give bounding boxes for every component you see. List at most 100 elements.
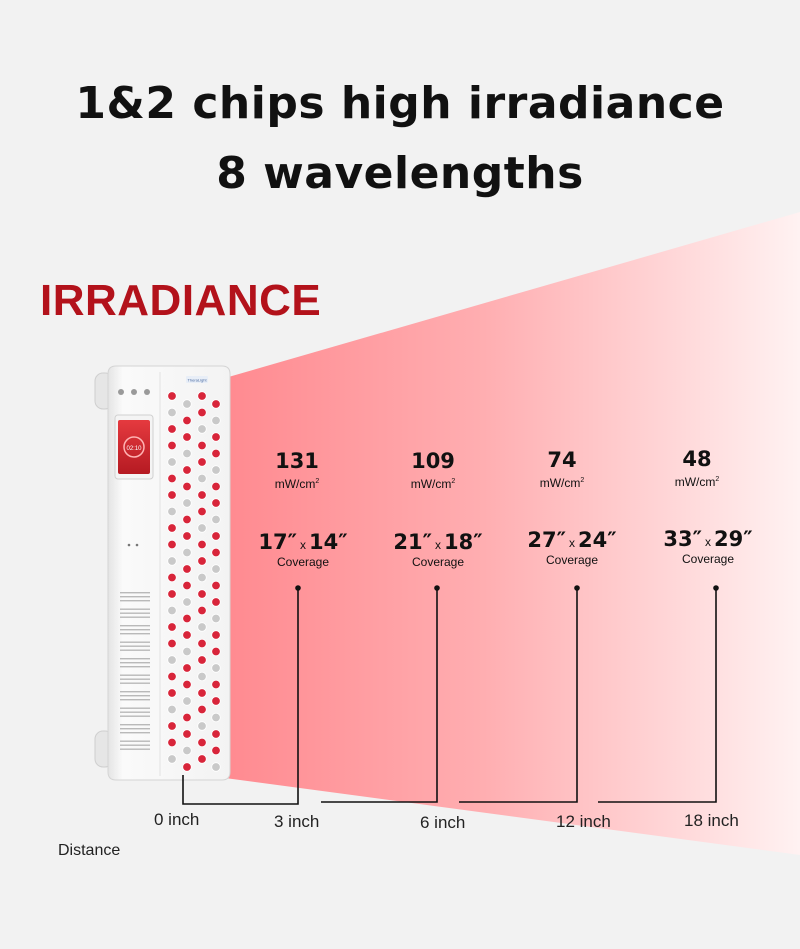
led-infrared bbox=[182, 745, 192, 756]
led-infrared bbox=[197, 671, 207, 682]
led-infrared bbox=[167, 754, 177, 764]
led-infrared bbox=[167, 457, 177, 467]
control-screen bbox=[118, 420, 150, 474]
coverage-label: Coverage bbox=[681, 552, 735, 566]
vent-slot bbox=[120, 711, 150, 713]
led-red bbox=[167, 589, 177, 599]
led-red bbox=[167, 737, 177, 748]
irradiance-value: 74 bbox=[547, 448, 577, 472]
led-red bbox=[211, 498, 221, 508]
coverage-dimensions: 21″ x 18″ bbox=[393, 530, 483, 554]
coverage-dimensions: 33″ x 29″ bbox=[663, 527, 753, 551]
vent-slot bbox=[120, 596, 150, 598]
vent-slot bbox=[120, 674, 150, 676]
led-red bbox=[211, 597, 221, 607]
vent-slot bbox=[120, 625, 150, 627]
vent-slot bbox=[120, 612, 150, 614]
led-red bbox=[211, 745, 221, 756]
distance-label-18: 18 inch bbox=[684, 811, 739, 830]
vent-slot bbox=[120, 732, 150, 734]
led-red bbox=[197, 457, 207, 467]
led-red bbox=[182, 729, 192, 739]
led-infrared bbox=[182, 696, 192, 706]
coverage-label: Coverage bbox=[411, 555, 465, 569]
led-red bbox=[182, 465, 192, 475]
led-red bbox=[197, 605, 207, 616]
vent-slot bbox=[120, 633, 150, 635]
led-infrared bbox=[182, 547, 192, 558]
distance-label-6: 6 inch bbox=[420, 813, 466, 832]
led-infrared bbox=[167, 605, 177, 616]
vent-slot bbox=[120, 682, 150, 684]
vent-slot bbox=[120, 695, 150, 697]
led-infrared bbox=[211, 564, 221, 574]
vent-slot bbox=[120, 600, 150, 602]
led-red bbox=[167, 424, 177, 434]
led-red bbox=[197, 391, 207, 401]
led-infrared bbox=[211, 712, 221, 723]
irradiance-unit: mW/cm2 bbox=[274, 477, 320, 491]
led-array bbox=[167, 391, 221, 772]
coverage-dimensions: 27″ x 24″ bbox=[527, 528, 617, 552]
led-red bbox=[182, 481, 192, 492]
distance-label-12: 12 inch bbox=[556, 812, 611, 831]
vent-slot bbox=[120, 678, 150, 680]
vent-slot bbox=[120, 707, 150, 709]
led-red bbox=[167, 622, 177, 632]
led-infrared bbox=[211, 613, 221, 624]
led-infrared bbox=[197, 523, 207, 533]
led-red bbox=[167, 688, 177, 698]
led-infrared bbox=[197, 572, 207, 583]
vent-slot bbox=[120, 608, 150, 610]
vent-slot bbox=[120, 662, 150, 664]
led-red bbox=[182, 630, 192, 640]
distance-caption: Distance bbox=[58, 842, 121, 859]
brand-label: TheraLight bbox=[187, 378, 207, 383]
coverage-12-inch: 27″ x 24″ Coverage bbox=[502, 528, 642, 567]
vent-grille bbox=[120, 592, 150, 750]
coverage-6-inch: 21″ x 18″ Coverage bbox=[368, 530, 508, 569]
led-infrared bbox=[182, 498, 192, 508]
vent-slot bbox=[120, 740, 150, 742]
led-red bbox=[167, 671, 177, 682]
vent-slot bbox=[120, 699, 150, 701]
led-red bbox=[182, 432, 192, 442]
irradiance-value: 131 bbox=[275, 449, 319, 473]
led-red bbox=[197, 655, 207, 665]
led-red bbox=[211, 679, 221, 690]
led-infrared bbox=[211, 415, 221, 426]
distance-label-0: 0 inch bbox=[154, 810, 200, 829]
irradiance-section-label: IRRADIANCE bbox=[40, 276, 322, 325]
led-infrared bbox=[182, 399, 192, 409]
led-red bbox=[197, 556, 207, 566]
led-red bbox=[197, 589, 207, 599]
led-infrared bbox=[211, 663, 221, 673]
led-infrared bbox=[197, 721, 207, 731]
led-red bbox=[167, 638, 177, 649]
vent-slot bbox=[120, 691, 150, 693]
led-infrared bbox=[167, 704, 177, 715]
led-red bbox=[211, 399, 221, 409]
led-red bbox=[197, 704, 207, 715]
led-red bbox=[211, 696, 221, 706]
irradiance-unit: mW/cm2 bbox=[539, 476, 585, 490]
vent-slot bbox=[120, 641, 150, 643]
led-infrared bbox=[182, 448, 192, 459]
led-red bbox=[182, 580, 192, 591]
led-red bbox=[167, 490, 177, 500]
led-red bbox=[211, 630, 221, 640]
light-beam bbox=[225, 212, 800, 855]
led-red bbox=[182, 514, 192, 525]
led-red bbox=[197, 638, 207, 649]
led-infrared bbox=[167, 655, 177, 665]
led-red bbox=[182, 712, 192, 723]
led-red bbox=[211, 646, 221, 657]
coverage-label: Coverage bbox=[545, 553, 599, 567]
led-infrared bbox=[182, 646, 192, 657]
led-red bbox=[182, 679, 192, 690]
led-infrared bbox=[197, 424, 207, 434]
led-infrared bbox=[167, 556, 177, 566]
led-red bbox=[211, 432, 221, 442]
led-red bbox=[197, 506, 207, 517]
